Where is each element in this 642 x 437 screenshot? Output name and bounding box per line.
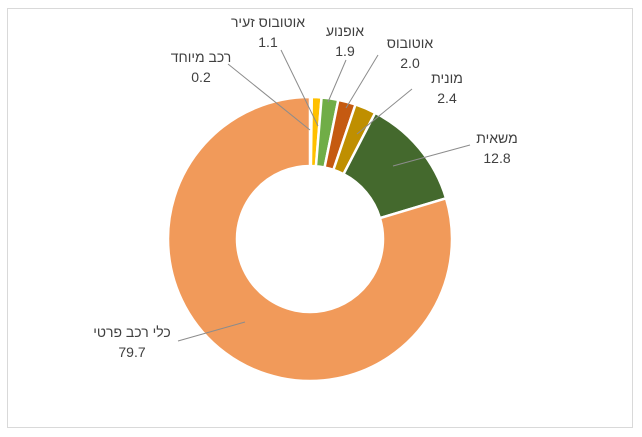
slice-label-name-2: אופנוע: [326, 23, 364, 39]
slice-label-value-3: 2.0: [400, 55, 420, 71]
leader-line-1: [280, 49, 319, 127]
donut-slice-6: [166, 95, 454, 383]
leader-line-6: [177, 321, 246, 342]
leader-line-5: [392, 144, 471, 167]
slice-label-value-4: 2.4: [437, 90, 457, 106]
leader-line-2: [327, 59, 347, 103]
slice-label-name-4: מונית: [431, 70, 463, 86]
slice-label-name-6: כלי רכב פרטי: [93, 324, 170, 340]
slice-label-name-5: משאית: [476, 130, 518, 146]
slice-label-value-1: 1.1: [258, 34, 278, 50]
slice-label-value-6: 79.7: [118, 344, 145, 360]
slice-label-value-5: 12.8: [483, 150, 510, 166]
leader-line-0: [227, 63, 311, 131]
donut-slices: [166, 95, 454, 383]
leader-line-3: [345, 54, 379, 109]
slice-label-name-3: אוטובוס: [387, 35, 434, 51]
slice-label-value-0: 0.2: [191, 69, 211, 85]
slice-label-value-2: 1.9: [335, 43, 355, 59]
leader-lines: [177, 49, 471, 342]
leader-line-4: [356, 88, 413, 135]
slice-label-name-0: רכב מיוחד: [171, 49, 232, 65]
slice-label-name-1: אוטובוס זעיר: [231, 14, 305, 30]
data-labels: רכב מיוחד 0.2 אוטובוס זעיר 1.1 אופנוע 1.9 אוטו…: [93, 14, 518, 360]
